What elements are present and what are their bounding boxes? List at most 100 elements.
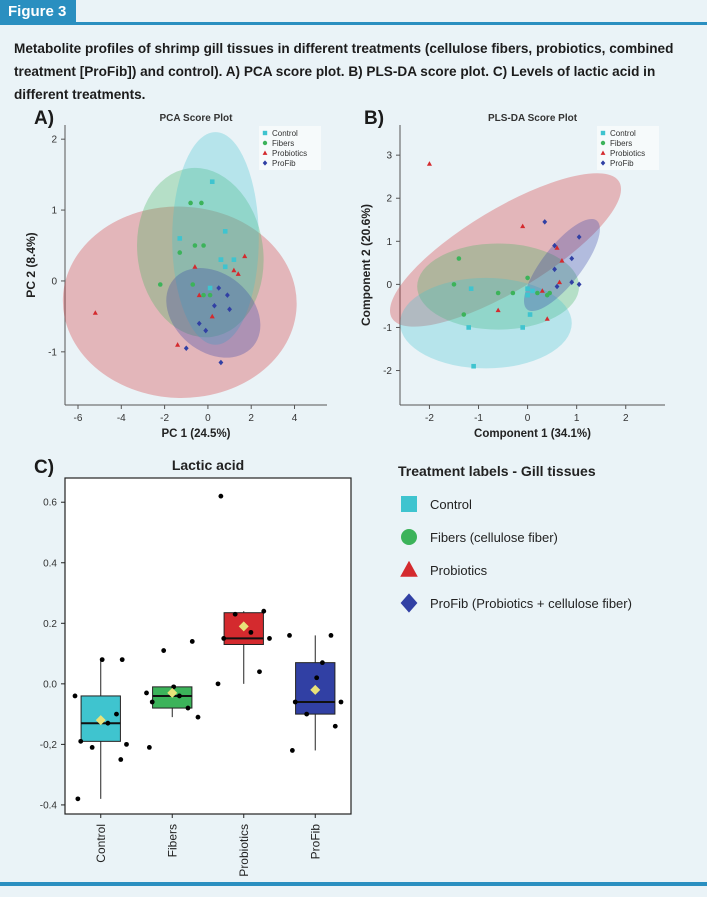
profib-point	[552, 242, 557, 249]
probiotics-point	[235, 271, 241, 276]
panel-letter-b: B)	[364, 108, 385, 129]
fibers-data-point	[144, 690, 149, 696]
profib-point	[216, 285, 222, 291]
chart-title: Lactic acid	[172, 457, 244, 473]
y-tick-label: -0.4	[40, 800, 58, 811]
legend-probiotics-icon	[262, 150, 268, 155]
control-point	[520, 325, 525, 330]
y-tick-label: 0.6	[43, 498, 57, 509]
x-tick-label-probiotics: Probiotics	[237, 824, 251, 877]
control-data-point	[124, 741, 129, 747]
panel-letter-c: C)	[34, 457, 55, 478]
legend-fibers-icon	[262, 140, 268, 146]
profib-data-point	[332, 723, 338, 729]
fibers-point	[201, 292, 206, 298]
profib-confidence-ellipse	[166, 268, 261, 358]
control-point	[471, 363, 476, 369]
treatment-legend-label-profib: ProFib (Probiotics + cellulose fiber)	[430, 596, 632, 611]
chart-title: PLS-DA Score Plot	[488, 113, 578, 124]
legend-probiotics-label: Probiotics	[610, 149, 645, 158]
fibers-mean-marker	[167, 687, 178, 698]
control-point	[222, 229, 228, 234]
x-axis-label: PC 1 (24.5%)	[161, 428, 230, 440]
x-tick-label-fibers: Fibers	[165, 824, 179, 857]
bottom-rule	[0, 882, 707, 886]
control-point	[530, 288, 535, 294]
fibers-point	[177, 250, 183, 255]
profib-point	[227, 306, 232, 313]
profib-point	[569, 279, 575, 285]
control-data-point	[75, 796, 81, 802]
fibers-point	[188, 200, 193, 206]
x-tick-label-profib: ProFib	[308, 824, 322, 860]
probiotics-confidence-ellipse	[389, 173, 622, 327]
profib-data-point	[320, 660, 325, 666]
x-tick-label-control: Control	[94, 824, 108, 863]
fibers-data-point	[149, 699, 155, 705]
probiotics-point	[554, 245, 560, 250]
fibers-point	[451, 282, 457, 287]
profib-point	[554, 283, 560, 290]
control-point	[218, 257, 224, 262]
triangle-legend-icon	[400, 560, 418, 577]
fibers-point	[192, 243, 198, 248]
profib-point	[218, 359, 224, 366]
circle-legend-icon	[401, 529, 417, 545]
profib-point	[211, 302, 217, 309]
control-point	[525, 292, 530, 298]
legend-probiotics-icon	[600, 150, 606, 155]
y-tick-label: 2	[386, 194, 392, 205]
y-axis-label: PC 2 (8.4%)	[24, 232, 38, 297]
fibers-point	[456, 256, 462, 261]
legend-profib-label: ProFib	[610, 159, 634, 168]
plot-area	[64, 477, 352, 815]
probiotics-point	[426, 161, 432, 166]
treatment-legend-title: Treatment labels - Gill tissues	[398, 463, 596, 479]
y-tick-label: 0	[386, 280, 392, 291]
x-tick-label: -2	[425, 413, 434, 424]
legend-control-label: Control	[610, 129, 636, 138]
legend-fibers-label: Fibers	[610, 139, 632, 148]
fibers-point	[199, 200, 204, 206]
x-axis-label: Component 1 (34.1%)	[474, 428, 591, 440]
x-tick-label: 2	[623, 413, 629, 424]
legend-box	[597, 126, 659, 170]
control-point	[466, 325, 472, 330]
control-point	[468, 286, 474, 291]
fibers-data-point	[195, 714, 201, 720]
control-point	[209, 179, 215, 185]
treatment-legend-label-probiotics: Probiotics	[430, 563, 488, 578]
fibers-point	[190, 282, 196, 287]
square-legend-icon	[401, 496, 417, 512]
control-data-point	[114, 711, 119, 717]
fibers-point	[495, 290, 501, 296]
x-tick-label: -6	[74, 413, 83, 424]
probiotics-data-point	[248, 629, 254, 635]
legend-control-icon	[262, 130, 268, 136]
y-tick-label: 1	[386, 237, 392, 248]
legend-profib-icon	[262, 160, 268, 166]
y-tick-label: 3	[386, 151, 392, 162]
profib-point	[203, 327, 209, 334]
y-tick-label: 1	[51, 206, 57, 217]
legend-control-icon	[600, 130, 606, 136]
fibers-data-point	[177, 693, 182, 699]
x-tick-label: 2	[248, 413, 254, 424]
profib-point	[552, 266, 557, 273]
probiotics-point	[495, 307, 501, 313]
probiotics-data-point	[261, 608, 267, 614]
control-data-point	[119, 657, 125, 663]
control-point	[207, 285, 213, 291]
control-point	[222, 264, 228, 270]
probiotics-confidence-ellipse	[62, 206, 297, 398]
probiotics-point	[520, 223, 526, 229]
y-axis-label: Component 2 (20.6%)	[359, 204, 373, 326]
profib-point	[196, 320, 202, 327]
probiotics-data-point	[257, 669, 262, 675]
probiotics-mean-marker	[238, 621, 249, 632]
probiotics-data-point	[221, 636, 227, 641]
diamond-legend-icon	[400, 593, 418, 613]
profib-data-point	[314, 675, 320, 681]
probiotics-point	[242, 253, 248, 259]
